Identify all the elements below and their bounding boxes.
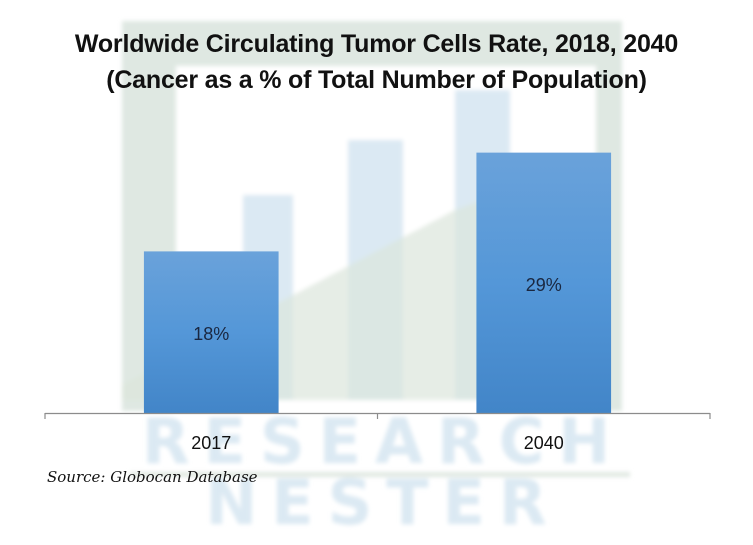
watermark-text-research: RESEARCH bbox=[142, 405, 624, 478]
chart-subtitle: (Cancer as a % of Total Number of Popula… bbox=[106, 66, 647, 94]
watermark-text-nester: NESTER bbox=[205, 466, 560, 539]
x-tick-label-2017: 2017 bbox=[191, 433, 231, 453]
source-note: Source: Globocan Database bbox=[47, 468, 258, 486]
data-label-2017: 18% bbox=[193, 324, 229, 344]
bar-2040 bbox=[476, 152, 612, 413]
x-tick-label-2040: 2040 bbox=[524, 433, 564, 453]
chart-title: Worldwide Circulating Tumor Cells Rate, … bbox=[74, 30, 679, 58]
bar-2017 bbox=[143, 251, 279, 413]
watermark-divider bbox=[130, 472, 630, 477]
data-label-2040: 29% bbox=[526, 275, 562, 295]
